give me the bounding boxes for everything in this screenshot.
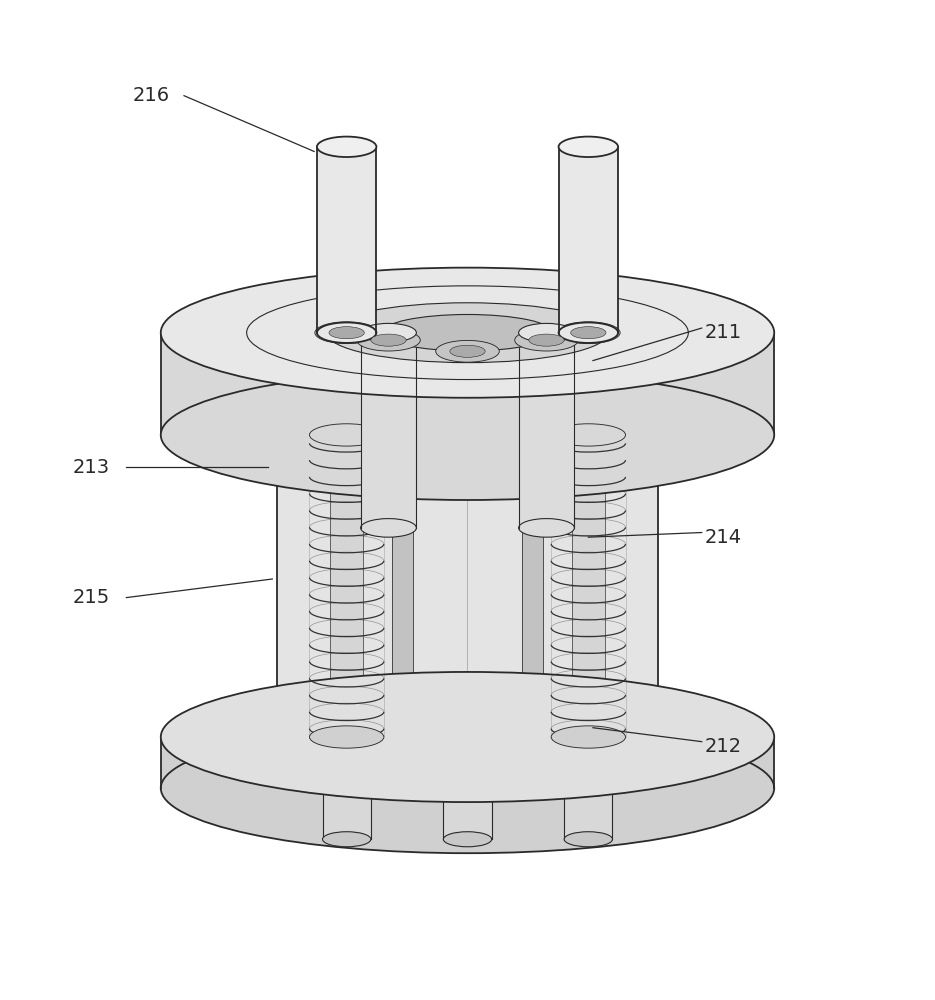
Ellipse shape — [330, 731, 364, 743]
Ellipse shape — [161, 268, 774, 398]
Ellipse shape — [361, 519, 416, 537]
Ellipse shape — [309, 726, 384, 748]
Ellipse shape — [571, 731, 605, 743]
Ellipse shape — [361, 323, 416, 342]
Ellipse shape — [558, 322, 618, 343]
Ellipse shape — [514, 329, 578, 351]
Ellipse shape — [315, 322, 379, 344]
Ellipse shape — [317, 137, 377, 157]
Text: 213: 213 — [73, 458, 109, 477]
Polygon shape — [571, 435, 605, 737]
Ellipse shape — [571, 429, 605, 441]
Ellipse shape — [323, 832, 371, 847]
Ellipse shape — [450, 345, 485, 357]
Polygon shape — [564, 788, 612, 839]
Text: 211: 211 — [704, 323, 741, 342]
Ellipse shape — [317, 322, 377, 343]
Ellipse shape — [523, 709, 543, 719]
Ellipse shape — [529, 334, 564, 346]
Polygon shape — [443, 788, 492, 839]
Ellipse shape — [570, 327, 606, 339]
Text: 215: 215 — [73, 588, 109, 607]
Ellipse shape — [326, 303, 609, 363]
Text: 214: 214 — [704, 528, 741, 547]
Ellipse shape — [551, 726, 626, 748]
Polygon shape — [392, 444, 412, 714]
Ellipse shape — [443, 780, 492, 796]
Ellipse shape — [551, 424, 626, 446]
Polygon shape — [161, 333, 774, 435]
Ellipse shape — [357, 329, 421, 351]
Polygon shape — [277, 435, 658, 737]
Ellipse shape — [519, 519, 574, 537]
Ellipse shape — [558, 137, 618, 157]
Ellipse shape — [323, 780, 371, 796]
Polygon shape — [323, 788, 371, 839]
Ellipse shape — [519, 323, 574, 342]
Ellipse shape — [564, 780, 612, 796]
Ellipse shape — [392, 709, 412, 719]
Polygon shape — [519, 333, 574, 528]
Text: 212: 212 — [704, 737, 741, 756]
Polygon shape — [523, 444, 543, 714]
Ellipse shape — [161, 723, 774, 853]
Polygon shape — [330, 435, 364, 737]
Polygon shape — [361, 333, 416, 528]
Polygon shape — [161, 737, 774, 788]
Ellipse shape — [556, 322, 620, 344]
Text: 216: 216 — [133, 86, 170, 105]
Polygon shape — [558, 147, 618, 333]
Ellipse shape — [329, 327, 365, 339]
Polygon shape — [317, 147, 377, 333]
Ellipse shape — [161, 672, 774, 802]
Ellipse shape — [309, 424, 384, 446]
Ellipse shape — [277, 691, 658, 783]
Ellipse shape — [381, 314, 554, 351]
Ellipse shape — [436, 340, 499, 362]
Ellipse shape — [330, 429, 364, 441]
Ellipse shape — [443, 832, 492, 847]
Ellipse shape — [277, 389, 658, 480]
Ellipse shape — [564, 832, 612, 847]
Ellipse shape — [161, 370, 774, 500]
Ellipse shape — [371, 334, 406, 346]
